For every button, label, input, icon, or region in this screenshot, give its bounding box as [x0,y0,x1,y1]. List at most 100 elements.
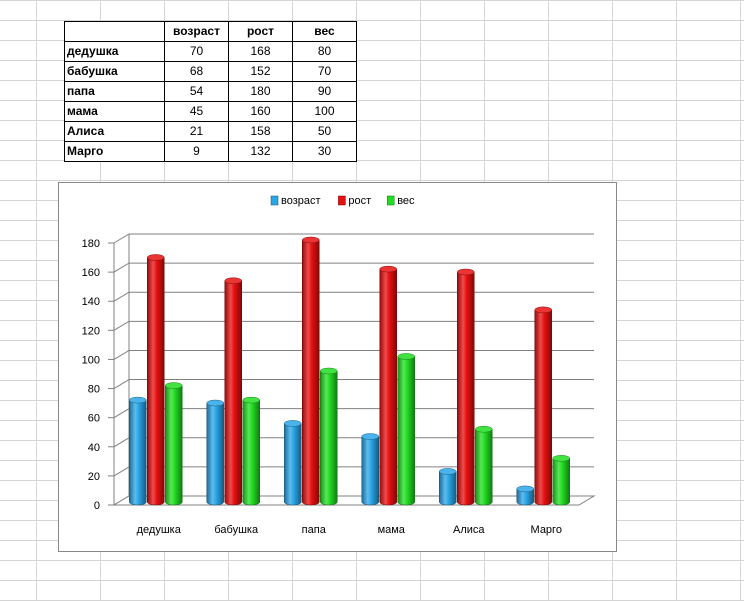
bar-top [439,468,457,475]
bar-вес-мама[interactable] [397,356,415,506]
gridline-side [113,379,130,389]
bar-возраст-дедушка[interactable] [129,399,147,506]
bar-возраст-бабушка[interactable] [206,402,224,506]
gridline-side [113,233,130,244]
age-cell[interactable]: 45 [164,101,229,122]
y-tick-label: 120 [82,325,100,337]
row-name-cell[interactable]: папа [64,81,165,102]
age-cell[interactable]: 70 [164,41,229,62]
y-tick-label: 80 [88,384,100,396]
legend-label: возраст [281,195,321,207]
height-cell[interactable]: 180 [228,81,293,102]
bar-вес-папа[interactable] [320,370,338,506]
bar-top [165,382,183,389]
bar-рост-Алиса[interactable] [457,271,475,506]
bar-top [379,265,397,273]
bar-рост-бабушка[interactable] [224,280,242,506]
bar-top [129,396,147,404]
height-cell[interactable]: 152 [228,61,293,82]
weight-cell[interactable]: 70 [292,61,357,82]
table-row: дедушка 70 168 80 [64,41,357,62]
bar-top [361,433,379,440]
bar-top [147,254,165,261]
height-cell[interactable]: 168 [228,41,293,62]
table-header-row: возраст рост вес [64,21,357,42]
bar-top [552,455,570,462]
gridline-side [113,262,130,273]
bar-top [302,236,320,244]
bar-рост-дедушка[interactable] [147,257,165,506]
age-cell[interactable]: 54 [164,81,229,102]
bar-возраст-Марго[interactable] [516,488,534,506]
y-tick-label: 0 [94,500,100,512]
y-tick-label: 140 [82,296,100,308]
bar-рост-мама[interactable] [379,268,397,506]
header-cell-age[interactable]: возраст [164,21,229,42]
row-name-cell[interactable]: дедушка [64,41,165,62]
legend-swatch [386,195,395,206]
legend-label: вес [397,195,415,207]
gridline-side [113,291,130,302]
bar-вес-дедушка[interactable] [165,385,183,506]
legend-swatch [338,195,346,206]
table-row: Марго 9 132 30 [64,141,357,162]
header-cell-weight[interactable]: вес [292,21,357,42]
bar-top [206,399,224,407]
row-name-cell[interactable]: мама [64,101,165,122]
bar-рост-Марго[interactable] [534,309,552,506]
bar-возраст-мама[interactable] [361,436,379,506]
table-row: бабушка 68 152 70 [64,61,357,82]
weight-cell[interactable]: 90 [292,81,357,102]
height-cell[interactable]: 158 [228,121,293,142]
height-cell[interactable]: 132 [228,141,293,162]
x-tick-label: бабушка [214,524,259,536]
bar-вес-бабушка[interactable] [242,399,260,506]
bar-возраст-папа[interactable] [284,423,302,506]
y-tick-label: 100 [82,354,100,366]
weight-cell[interactable]: 80 [292,41,357,62]
table-row: мама 45 160 100 [64,101,357,122]
gridline-side [113,320,130,331]
bar-top [457,268,475,276]
bar-top [284,420,302,427]
age-cell[interactable]: 68 [164,61,229,82]
x-tick-label: папа [302,524,327,536]
bar-вес-Марго[interactable] [552,458,570,506]
row-name-cell[interactable]: бабушка [64,61,165,82]
x-tick-label: мама [378,524,406,536]
weight-cell[interactable]: 30 [292,141,357,162]
x-tick-label: дедушка [137,524,182,536]
bar-top [397,353,415,360]
bar-возраст-Алиса[interactable] [439,471,457,506]
age-cell[interactable]: 9 [164,141,229,162]
bar-chart[interactable]: 0 20 40 60 80 100 120 140 160 180 дедушка бабушка па… [59,183,616,551]
y-tick-label: 20 [88,471,100,483]
weight-cell[interactable]: 100 [292,101,357,122]
row-name-cell[interactable]: Марго [64,141,165,162]
x-tick-label: Алиса [453,524,485,536]
bar-top [475,425,493,433]
y-tick-label: 40 [88,442,100,454]
y-tick-label: 60 [88,413,100,425]
gridline-side [113,437,130,448]
weight-cell[interactable]: 50 [292,121,357,142]
table-row: папа 54 180 90 [64,81,357,102]
bar-top [224,277,242,285]
chart-area[interactable]: 0 20 40 60 80 100 120 140 160 180 дедушка бабушка па… [58,182,617,552]
header-cell-corner[interactable] [64,21,165,42]
y-tick-label: 160 [82,267,100,279]
x-tick-label: Марго [531,524,562,536]
gridline-side [113,350,130,360]
legend-label: рост [348,195,371,207]
row-name-cell[interactable]: Алиса [64,121,165,142]
bar-top [320,367,338,375]
bar-рост-папа[interactable] [302,239,320,506]
bar-вес-Алиса[interactable] [475,428,493,506]
table-row: Алиса 21 158 50 [64,121,357,142]
data-table: возраст рост вес дедушка 70 168 80 бабуш… [64,21,357,162]
age-cell[interactable]: 21 [164,121,229,142]
legend-swatch [270,195,279,206]
bar-top [516,485,534,493]
header-cell-height[interactable]: рост [228,21,293,42]
height-cell[interactable]: 160 [228,101,293,122]
